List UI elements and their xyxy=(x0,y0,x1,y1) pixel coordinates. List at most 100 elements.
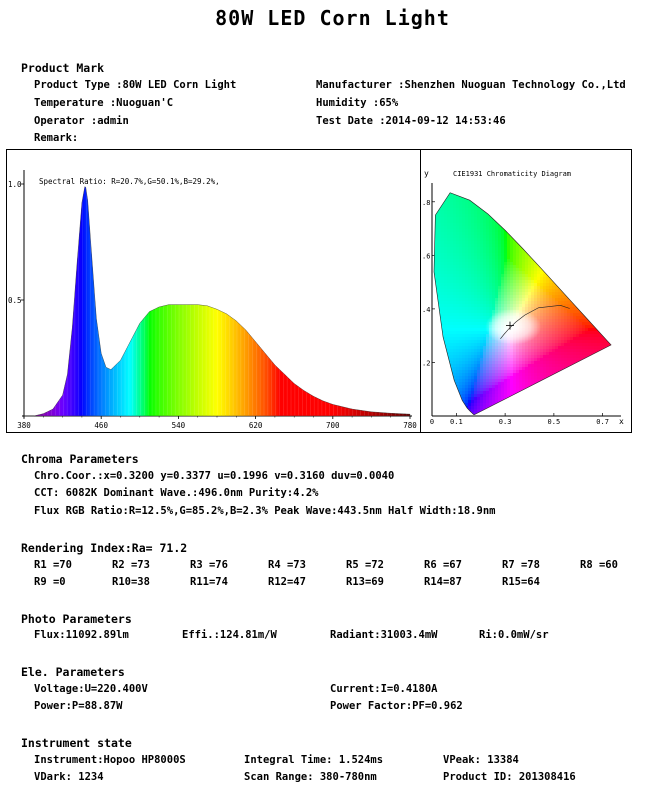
cie-color-cell xyxy=(594,343,598,347)
cie-color-cell xyxy=(576,283,580,287)
cie-color-cell xyxy=(486,394,490,398)
cie-color-cell xyxy=(495,274,499,278)
cie-color-cell xyxy=(483,313,487,317)
cie-color-cell xyxy=(570,205,574,209)
cie-color-cell xyxy=(546,229,550,233)
cie-color-cell xyxy=(438,226,442,230)
cie-color-cell xyxy=(576,382,580,386)
cie-color-cell xyxy=(597,235,601,239)
cie-color-cell xyxy=(453,208,457,212)
cie-color-cell xyxy=(438,370,442,374)
cie-color-cell xyxy=(435,247,439,251)
cie-color-cell xyxy=(591,388,595,392)
cie-color-cell xyxy=(561,178,564,181)
cie-color-cell xyxy=(558,217,562,221)
cie-color-cell xyxy=(534,250,538,254)
cie-color-cell xyxy=(465,247,469,251)
cie-color-cell xyxy=(519,289,523,293)
cie-color-cell xyxy=(471,268,475,272)
cie-color-cell xyxy=(453,397,457,401)
cie-color-cell xyxy=(519,259,523,263)
cie-color-cell xyxy=(492,202,496,206)
cie-color-cell xyxy=(567,286,571,290)
cie-color-cell xyxy=(489,292,493,296)
spectrum-band xyxy=(376,186,378,416)
spectrum-band xyxy=(294,186,296,416)
cie-color-cell xyxy=(498,295,502,299)
cie-color-cell xyxy=(537,271,541,275)
cie-color-cell xyxy=(534,271,538,275)
cie-color-cell xyxy=(435,346,439,350)
cie-color-cell xyxy=(567,295,571,299)
cie-color-cell xyxy=(447,364,451,368)
cie-color-cell xyxy=(540,406,544,410)
cie-color-cell xyxy=(474,340,478,344)
cie-color-cell xyxy=(594,192,598,194)
cie-color-cell xyxy=(594,226,598,230)
spectrum-band xyxy=(61,186,63,416)
cie-color-cell xyxy=(570,340,574,344)
cie-color-cell xyxy=(552,355,556,359)
cie-color-cell xyxy=(471,229,475,233)
cie-color-cell xyxy=(519,400,523,404)
cie-color-cell xyxy=(465,373,469,377)
cie-color-cell xyxy=(489,346,493,350)
spectrum-band xyxy=(327,186,329,416)
cie-color-cell xyxy=(570,274,574,278)
cie-color-cell xyxy=(516,307,520,311)
cie-color-cell xyxy=(582,415,585,418)
spectrum-band xyxy=(57,186,60,416)
cie-color-cell xyxy=(450,385,454,389)
spectrum-band xyxy=(375,186,377,416)
cie-color-cell xyxy=(453,253,457,257)
cie-color-cell xyxy=(525,208,529,212)
cie-color-cell xyxy=(486,379,490,383)
cie-color-cell xyxy=(573,214,577,218)
cie-color-cell xyxy=(459,370,463,374)
cie-color-cell xyxy=(501,202,505,206)
cie-color-cell xyxy=(438,391,442,395)
cie-color-cell xyxy=(471,295,475,299)
cie-color-cell xyxy=(507,400,511,404)
cie-color-cell xyxy=(489,376,493,380)
cie-color-cell xyxy=(522,250,526,254)
cie-color-cell xyxy=(594,280,598,284)
cie-color-cell xyxy=(492,280,496,284)
cie-color-cell xyxy=(450,352,454,356)
cie-color-cell xyxy=(447,181,450,184)
cie-color-cell xyxy=(492,295,496,299)
spectrum-band xyxy=(402,186,404,416)
cie-color-cell xyxy=(438,220,442,224)
cie-color-cell xyxy=(441,292,445,296)
cie-color-cell xyxy=(435,244,439,248)
spectrum-band xyxy=(401,186,403,416)
cie-color-cell xyxy=(549,406,553,410)
cie-color-cell xyxy=(453,346,457,350)
cie-color-cell xyxy=(510,292,514,296)
cie-color-cell xyxy=(477,265,481,269)
cie-color-cell xyxy=(570,250,574,254)
cie-color-cell xyxy=(552,397,556,401)
cie-color-cell xyxy=(489,250,493,254)
cie-color-cell xyxy=(498,283,502,287)
cie-color-cell xyxy=(552,289,556,293)
cie-color-cell xyxy=(543,192,547,194)
cie-color-cell xyxy=(567,376,571,380)
cie-color-cell xyxy=(504,406,508,410)
cie-color-cell xyxy=(489,337,493,341)
cie-color-cell xyxy=(459,292,463,296)
spectrum-band xyxy=(366,186,368,416)
cie-color-cell xyxy=(435,274,439,278)
cie-color-cell xyxy=(561,352,565,356)
cie-color-cell xyxy=(561,223,565,227)
cie-color-cell xyxy=(456,205,460,209)
spectrum-band xyxy=(48,186,50,416)
cie-color-cell xyxy=(579,337,583,341)
cie-color-cell xyxy=(549,397,553,401)
cie-color-cell xyxy=(561,250,565,254)
cie-color-cell xyxy=(519,367,523,371)
cie-color-cell xyxy=(480,241,484,245)
cie-color-cell xyxy=(591,334,595,338)
cie-color-cell xyxy=(528,412,532,415)
cie-color-cell xyxy=(447,280,451,284)
